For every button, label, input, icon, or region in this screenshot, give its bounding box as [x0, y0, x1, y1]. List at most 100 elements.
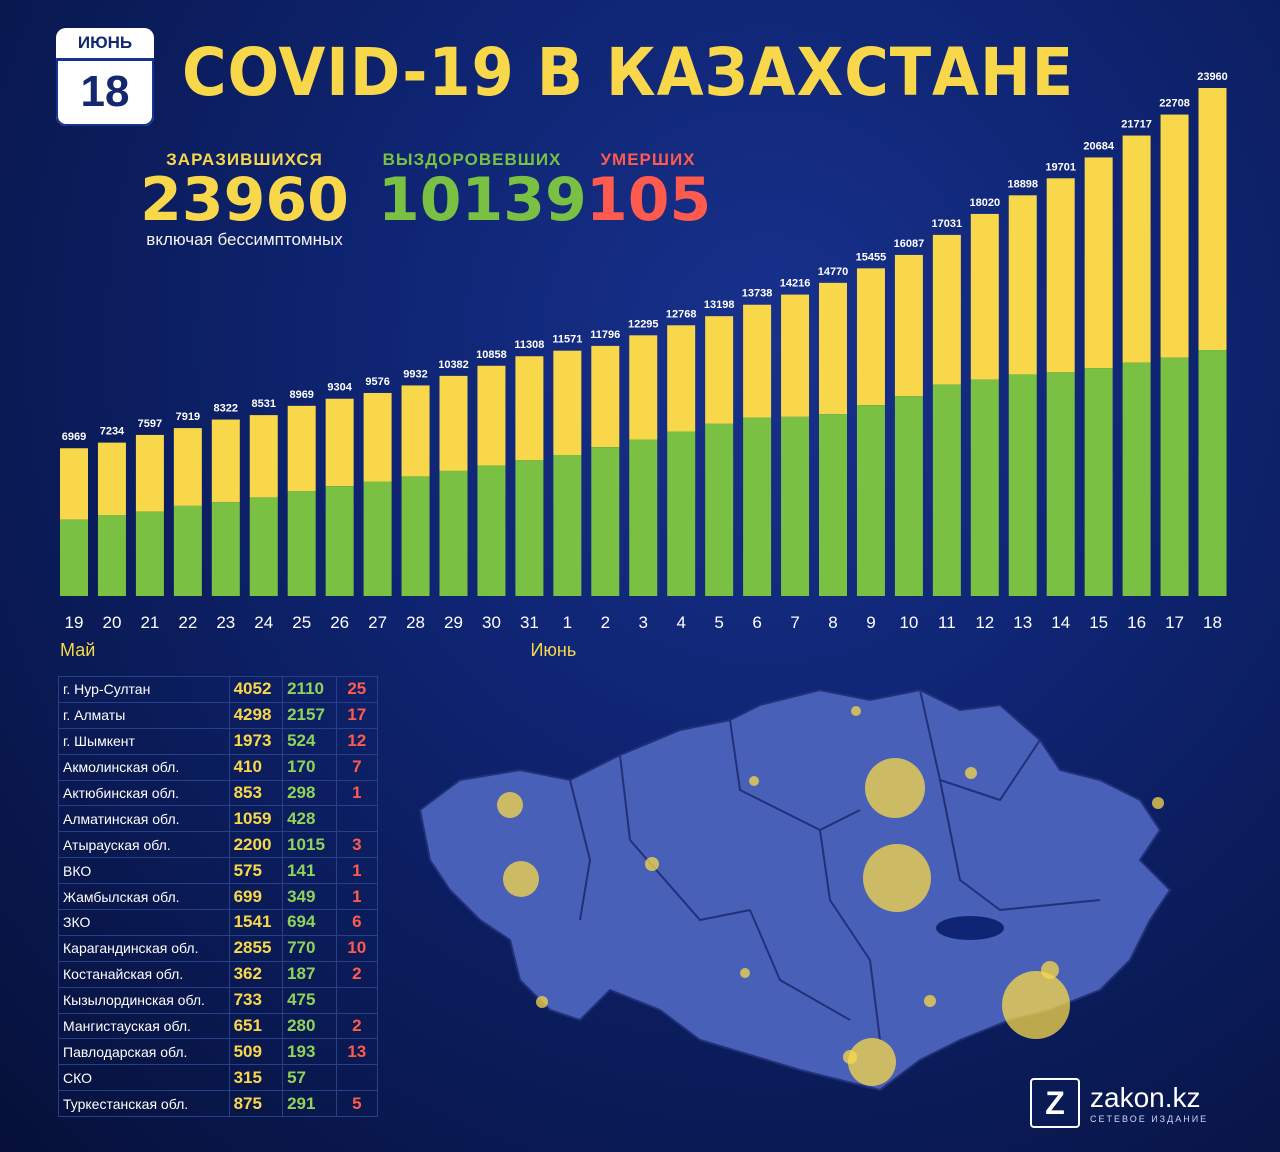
bar-recovered	[477, 465, 506, 596]
region-row: Атырауская обл. 2200 1015 3	[58, 831, 379, 859]
map-lake-balkhash	[936, 916, 1004, 940]
recovered-stat: ВЫЗДОРОВЕВШИХ 10139	[378, 150, 587, 230]
bar-recovered	[1084, 368, 1113, 596]
region-deaths: 3	[335, 831, 379, 859]
region-row: СКО 315 57	[58, 1064, 379, 1092]
region-infected: 699	[228, 883, 284, 911]
region-recovered: 187	[282, 960, 337, 988]
bar-infected	[287, 405, 316, 492]
bar-value-label: 8969	[289, 389, 313, 401]
x-tick-label: 22	[178, 613, 197, 632]
bar-recovered	[363, 481, 392, 596]
bar-infected	[705, 316, 734, 424]
x-tick-label: 11	[938, 613, 956, 632]
region-infected: 733	[228, 986, 284, 1014]
region-name: Павлодарская обл.	[58, 1038, 230, 1066]
region-row: г. Алматы 4298 2157 17	[58, 701, 379, 729]
region-name: ЗКО	[58, 909, 230, 936]
bar-value-label: 17031	[932, 218, 963, 230]
bar-recovered	[970, 379, 999, 596]
bar-value-label: 7597	[138, 418, 162, 430]
region-deaths	[335, 1064, 379, 1092]
x-tick-label: 12	[975, 613, 994, 632]
bar-recovered	[287, 491, 316, 596]
x-tick-label: 10	[899, 613, 918, 632]
region-deaths: 1	[335, 857, 379, 885]
bar-recovered	[553, 455, 582, 596]
region-name: Акмолинская обл.	[58, 753, 230, 781]
bar-recovered	[439, 470, 468, 596]
region-deaths: 25	[335, 676, 379, 703]
x-tick-label: 21	[140, 613, 159, 632]
bar-value-label: 7919	[176, 411, 200, 423]
date-badge: ИЮНЬ 18	[56, 28, 154, 126]
bar-infected	[515, 356, 544, 461]
x-tick-label: 28	[406, 613, 425, 632]
region-recovered: 2157	[282, 701, 337, 729]
bar-value-label: 18898	[1007, 178, 1038, 190]
region-row: Акмолинская обл. 410 170 7	[58, 753, 379, 781]
bar-infected	[249, 415, 278, 498]
bar-value-label: 12768	[666, 308, 697, 320]
infected-value: 23960	[140, 165, 349, 235]
x-tick-label: 17	[1165, 613, 1184, 632]
x-tick-label: 13	[1013, 613, 1032, 632]
region-infected: 1059	[228, 805, 284, 833]
bar-infected	[1008, 195, 1037, 375]
x-tick-label: 26	[330, 613, 349, 632]
region-infected: 2200	[228, 831, 284, 859]
infected-note: включая бессимптомных	[146, 230, 343, 249]
region-row: Туркестанская обл. 875 291 5	[58, 1090, 379, 1118]
region-infected: 875	[228, 1090, 284, 1118]
region-name: Алматинская обл.	[58, 805, 230, 833]
region-deaths: 1	[335, 779, 379, 807]
x-tick-label: 25	[292, 613, 311, 632]
region-name: Мангистауская обл.	[58, 1012, 230, 1040]
x-tick-label: 27	[368, 613, 387, 632]
bar-infected	[781, 294, 810, 417]
region-name: г. Шымкент	[58, 727, 230, 755]
bar-infected	[743, 304, 772, 418]
bar-recovered	[211, 502, 240, 596]
region-deaths	[335, 805, 379, 833]
bubble-nur-sultan	[865, 758, 925, 818]
region-deaths: 13	[335, 1038, 379, 1066]
bar-value-label: 7234	[100, 426, 125, 438]
bar-recovered	[856, 405, 885, 596]
region-recovered: 1015	[282, 831, 337, 859]
map-region-borders	[569, 689, 1101, 1041]
bar-recovered	[515, 460, 544, 596]
bar-infected	[1084, 157, 1113, 369]
bar-infected	[553, 350, 582, 456]
region-name: Кызылординская обл.	[58, 986, 230, 1014]
region-name: Атырауская обл.	[58, 831, 230, 859]
bar-value-label: 11571	[552, 334, 582, 346]
region-name: ВКО	[58, 857, 230, 885]
bubble-kostanay-2	[749, 776, 759, 786]
bar-value-label: 9576	[365, 376, 389, 388]
region-infected: 362	[228, 960, 284, 988]
bar-recovered	[135, 511, 164, 596]
region-row: Костанайская обл. 362 187 2	[58, 960, 379, 988]
bar-value-label: 22708	[1159, 98, 1190, 110]
bar-infected	[60, 448, 88, 520]
bubble-vko	[1152, 797, 1164, 809]
bar-infected	[1046, 178, 1075, 373]
x-tick-label: 20	[102, 613, 121, 632]
x-tick-label: 7	[790, 613, 799, 632]
bubble-karaganda	[863, 844, 931, 912]
bar-recovered	[705, 423, 734, 596]
kazakhstan-map	[418, 688, 1172, 1092]
bar-value-label: 14216	[780, 278, 811, 290]
bar-value-label: 21717	[1121, 119, 1152, 131]
bubble-almaty	[1002, 971, 1070, 1039]
bar-value-label: 23960	[1197, 71, 1228, 83]
deaths-value: 105	[586, 165, 712, 235]
deaths-stat: УМЕРШИХ 105	[586, 150, 712, 235]
map-country-shape	[418, 688, 1172, 1092]
x-tick-label: 14	[1051, 613, 1070, 632]
bar-recovered	[401, 476, 430, 596]
bar-recovered	[667, 431, 696, 596]
region-infected: 315	[228, 1064, 284, 1092]
bar-infected	[211, 419, 240, 503]
